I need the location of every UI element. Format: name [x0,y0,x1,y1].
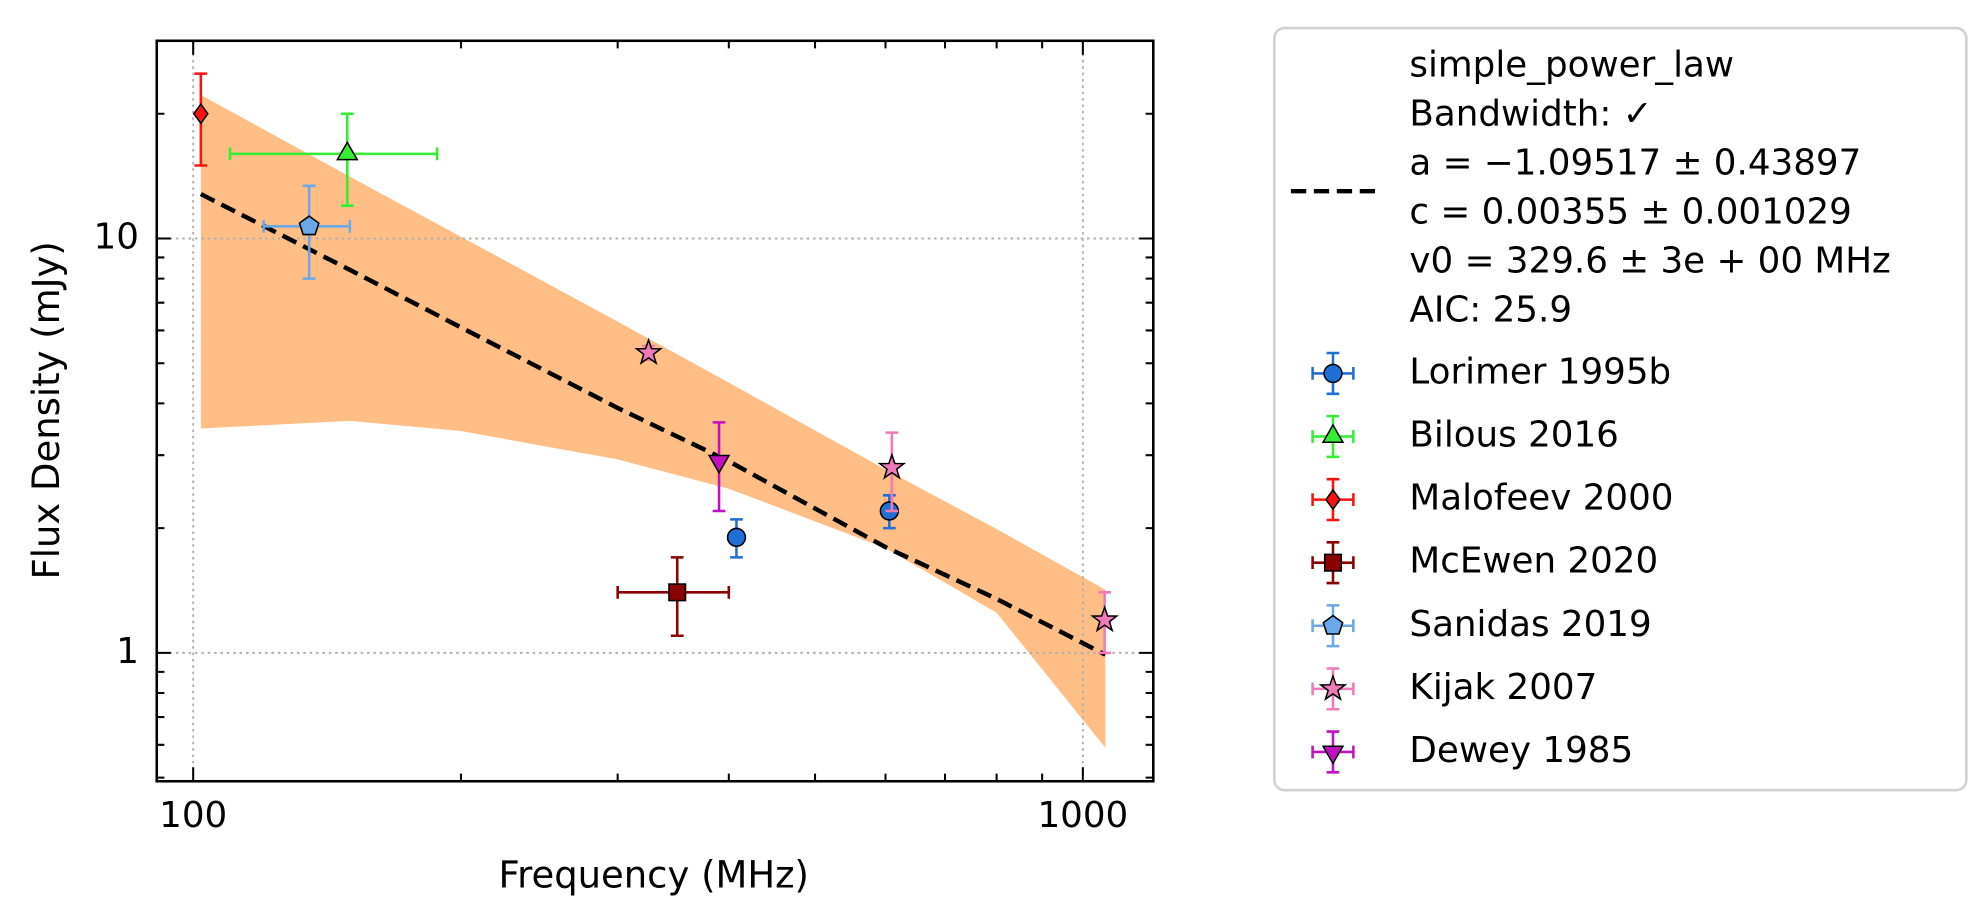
marker [726,527,747,548]
x-tick-label: 100 [159,795,227,836]
marker [668,583,687,602]
x-tick-label: 1000 [1037,795,1128,836]
marker [298,215,320,236]
legend-label: Malofeev 2000 [1409,478,1673,519]
legend-label: v0 = 329.6 ± 3e + 00 MHz [1409,241,1890,282]
marker [192,102,209,125]
marker [1321,423,1345,444]
marker [1090,604,1119,633]
marker [1325,488,1341,511]
legend-label: c = 0.00355 ± 0.001029 [1409,191,1851,232]
marker [1321,745,1345,765]
marker [1323,363,1343,384]
marker [634,337,663,365]
marker [877,452,907,480]
legend-label: Kijak 2007 [1409,667,1597,708]
y-tick-label: 1 [116,631,139,672]
legend-label: AIC: 25.9 [1409,290,1572,331]
legend-label: Bandwidth: ✓ [1409,93,1652,134]
y-axis-label: Flux Density (mJy) [25,241,68,579]
plot-frame [155,39,1155,783]
fit-line [199,192,1107,657]
y-tick-label: 10 [94,216,139,257]
marker [1323,553,1343,572]
legend-label: Lorimer 1995b [1409,351,1671,392]
marker [1322,614,1344,635]
marker [1318,673,1348,702]
legend-label: Bilous 2016 [1409,415,1618,456]
x-axis-label: Frequency (MHz) [499,853,809,896]
legend-label: simple_power_law [1409,44,1734,85]
legend-label: a = −1.09517 ± 0.43897 [1409,142,1861,183]
fit-band [200,94,1106,748]
marker [707,454,731,475]
legend-label: Dewey 1985 [1409,730,1633,771]
legend-label: McEwen 2020 [1409,541,1658,582]
legend-box [1273,26,1968,792]
marker [336,140,359,161]
legend-label: Sanidas 2019 [1409,604,1651,645]
x-error-bar [228,147,439,161]
